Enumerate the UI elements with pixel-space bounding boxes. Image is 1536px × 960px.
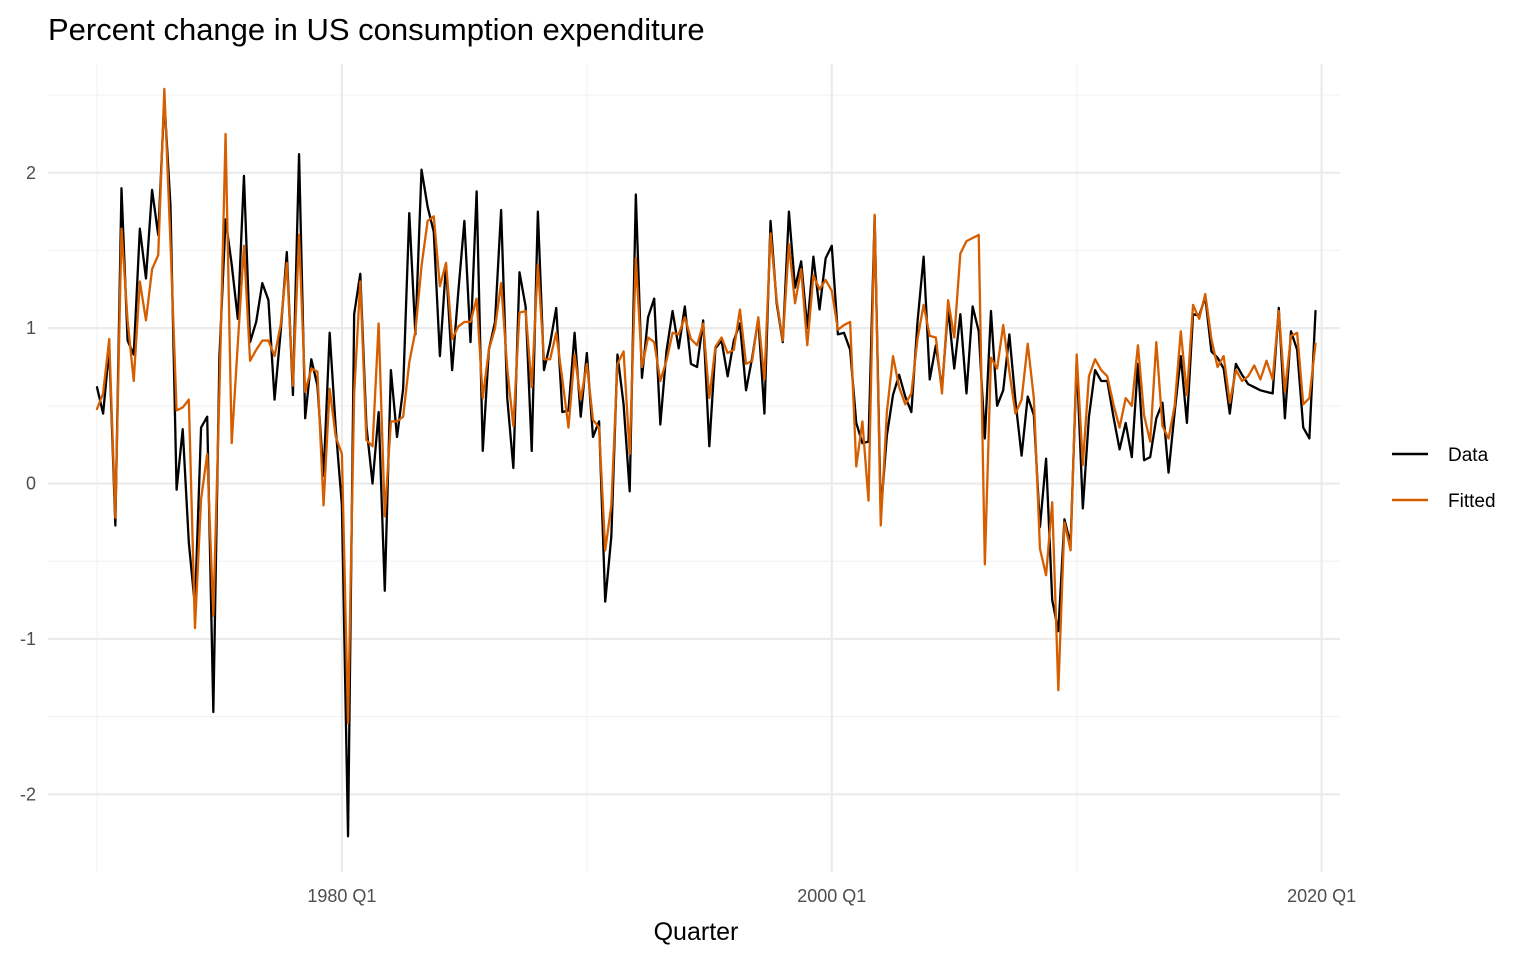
y-tick-label: -1: [20, 629, 36, 649]
y-tick-label: -2: [20, 784, 36, 804]
series-line-data: [95, 98, 1317, 838]
x-tick-label: 1980 Q1: [307, 886, 376, 906]
series-lines: [95, 87, 1317, 838]
x-tick-label: 2000 Q1: [797, 886, 866, 906]
grid-lines: [48, 64, 1340, 872]
y-tick-label: 1: [26, 318, 36, 338]
legend-label-data: Data: [1448, 445, 1489, 466]
y-tick-label: 2: [26, 163, 36, 183]
y-tick-label: 0: [26, 474, 36, 494]
legend: Data Fitted: [1392, 445, 1496, 512]
series-line-fitted: [95, 87, 1317, 724]
x-axis-title: Quarter: [654, 918, 739, 946]
legend-label-fitted: Fitted: [1448, 491, 1496, 512]
tick-labels: -2 -1 0 1 2 1980 Q1 2000 Q1 2020 Q1: [20, 163, 1356, 906]
chart-title: Percent change in US consumption expendi…: [48, 12, 705, 47]
x-tick-label: 2020 Q1: [1287, 886, 1356, 906]
